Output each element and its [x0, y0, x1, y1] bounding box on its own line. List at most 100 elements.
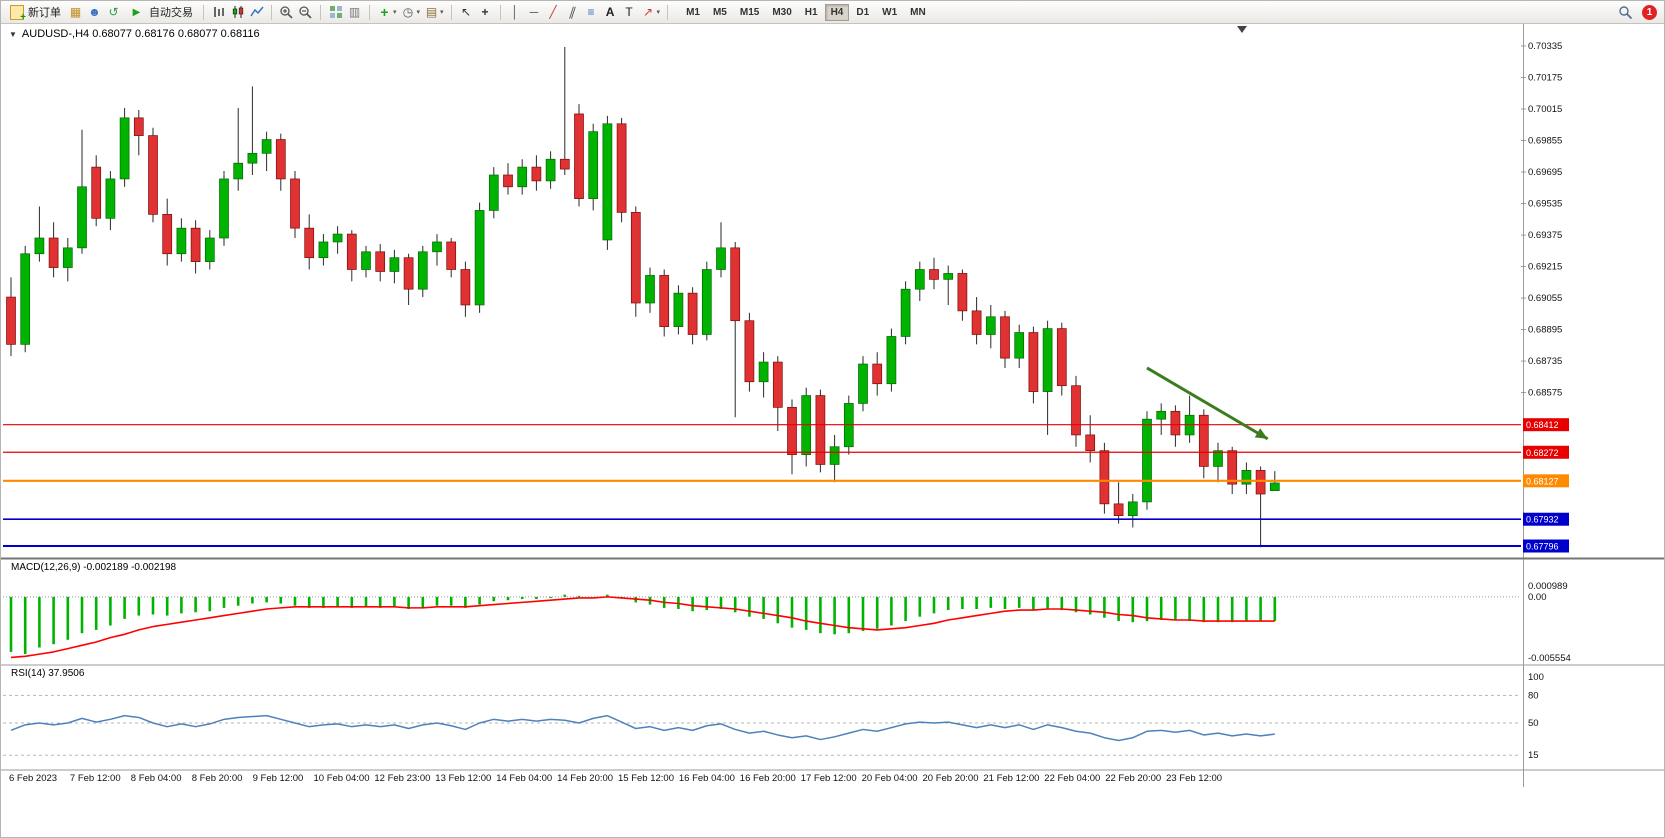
templates-dropdown-icon[interactable]: ▾: [440, 9, 444, 16]
timeframe-button-m1[interactable]: M1: [680, 4, 706, 21]
crosshair-icon[interactable]: +: [481, 4, 489, 19]
svg-text:0.69055: 0.69055: [1528, 293, 1562, 304]
new-order-label: 新订单: [28, 7, 61, 19]
chart-window-icon[interactable]: ▦: [69, 4, 82, 19]
svg-text:0.69375: 0.69375: [1528, 230, 1562, 241]
svg-text:15: 15: [1528, 750, 1539, 761]
timeframe-group: M1 M5 M15 M30 H1 H4 D1 W1 MN: [680, 3, 932, 21]
periods-dropdown-icon[interactable]: ▾: [416, 9, 421, 16]
svg-text:12 Feb 23:00: 12 Feb 23:00: [374, 773, 430, 784]
symbol-header: ▼ AUDUSD-,H4 0.68077 0.68176 0.68077 0.6…: [9, 28, 260, 40]
profile-icon[interactable]: ☻: [88, 4, 101, 19]
toolbar-separator: [271, 4, 272, 20]
svg-text:0.69695: 0.69695: [1528, 167, 1562, 178]
equidistant-channel-tool-icon[interactable]: ∥: [566, 4, 578, 19]
svg-text:100: 100: [1528, 672, 1544, 683]
svg-text:22 Feb 04:00: 22 Feb 04:00: [1044, 773, 1100, 784]
chart-ohlc-readout: AUDUSD-,H4 0.68077 0.68176 0.68077 0.681…: [21, 28, 260, 40]
svg-text:8 Feb 04:00: 8 Feb 04:00: [131, 773, 182, 784]
rsi-line: [10, 714, 1275, 742]
svg-text:0.70335: 0.70335: [1528, 41, 1562, 52]
svg-text:0.68895: 0.68895: [1528, 325, 1562, 336]
arrow-tools-dropdown-icon[interactable]: ▾: [656, 9, 661, 16]
svg-text:23 Feb 12:00: 23 Feb 12:00: [1166, 773, 1222, 784]
chart-shift-marker-icon: [1237, 26, 1247, 33]
timeframe-button-m5[interactable]: M5: [707, 4, 733, 21]
text-tool-icon[interactable]: A: [605, 4, 615, 19]
bar-chart-icon[interactable]: [210, 4, 227, 21]
fibonacci-tool-icon[interactable]: ≡: [587, 4, 595, 19]
toolbar-separator: [320, 4, 321, 20]
timeframe-button-m30[interactable]: M30: [766, 4, 797, 21]
toolbar-separator: [369, 4, 370, 20]
toolbar-right-group: 1: [1617, 4, 1659, 21]
autotrading-button[interactable]: ▶ 自动交易: [124, 3, 197, 22]
rsi-indicator-label: RSI(14) 37.9506: [11, 668, 85, 679]
timeframe-button-h1[interactable]: H1: [799, 4, 824, 21]
svg-text:0.69855: 0.69855: [1528, 136, 1562, 147]
svg-text:20 Feb 20:00: 20 Feb 20:00: [923, 773, 979, 784]
candlestick-chart-icon[interactable]: [229, 4, 246, 21]
vertical-line-tool-icon[interactable]: │: [511, 4, 519, 19]
timeframe-button-d1[interactable]: D1: [850, 4, 875, 21]
svg-text:0.70015: 0.70015: [1528, 104, 1562, 115]
toolbar-separator: [450, 4, 452, 20]
price-badge-0.68127: [1523, 474, 1569, 488]
svg-text:16 Feb 20:00: 16 Feb 20:00: [740, 773, 796, 784]
timeframe-button-h4[interactable]: H4: [824, 3, 850, 21]
arrow-annotation[interactable]: [1146, 366, 1269, 441]
rsi-panel: 100 80 50 15: [3, 672, 1544, 761]
zoom-out-icon[interactable]: [297, 4, 314, 21]
line-chart-icon[interactable]: [248, 4, 265, 21]
toolbar-separator: [499, 4, 501, 20]
timeframe-button-m15[interactable]: M15: [734, 4, 765, 21]
price-badge-0.68272: [1523, 445, 1569, 459]
timeframe-button-mn[interactable]: MN: [904, 4, 932, 21]
timeframe-button-w1[interactable]: W1: [876, 4, 903, 21]
date-axis: 6 Feb 2023 7 Feb 12:00 8 Feb 04:00 8 Feb 20…: [9, 773, 1222, 784]
cursor-icon[interactable]: ↖: [461, 4, 472, 19]
svg-text:7 Feb 12:00: 7 Feb 12:00: [70, 773, 121, 784]
search-icon[interactable]: [1617, 4, 1634, 21]
svg-text:0.67932: 0.67932: [1526, 515, 1559, 525]
new-order-button[interactable]: 新订单: [6, 3, 65, 23]
svg-text:0.67796: 0.67796: [1526, 542, 1559, 552]
new-order-icon: [10, 4, 26, 23]
svg-text:6 Feb 2023: 6 Feb 2023: [9, 773, 57, 784]
price-badge-0.67796: [1523, 539, 1569, 553]
svg-text:-0.005554: -0.005554: [1528, 653, 1571, 664]
periods-clock-icon[interactable]: ◷: [402, 4, 414, 19]
svg-text:0.70175: 0.70175: [1528, 73, 1562, 84]
toolbar-separator: [203, 4, 204, 20]
cascade-windows-icon[interactable]: ▥: [348, 4, 361, 19]
text-label-tool-icon[interactable]: T: [625, 4, 633, 19]
candlestick-series[interactable]: [6, 46, 1280, 548]
svg-text:0.68127: 0.68127: [1526, 476, 1559, 486]
indicators-dropdown-icon[interactable]: ▾: [393, 9, 397, 16]
price-level-lines[interactable]: 0.68412 0.68272 0.68127 0.67932 0.67796: [3, 418, 1569, 553]
refresh-icon[interactable]: ↺: [108, 4, 119, 19]
horizontal-line-tool-icon[interactable]: ─: [529, 4, 539, 19]
svg-text:0.69535: 0.69535: [1528, 199, 1562, 210]
arrow-tools-icon[interactable]: ↗: [643, 4, 654, 19]
trendline-tool-icon[interactable]: ╱: [549, 4, 557, 19]
svg-text:0.00: 0.00: [1528, 592, 1547, 603]
svg-text:15 Feb 12:00: 15 Feb 12:00: [618, 773, 674, 784]
autotrading-label: 自动交易: [149, 7, 193, 19]
svg-text:14 Feb 20:00: 14 Feb 20:00: [557, 773, 613, 784]
svg-text:0.68575: 0.68575: [1528, 388, 1562, 399]
zoom-in-icon[interactable]: [278, 4, 295, 21]
svg-text:9 Feb 12:00: 9 Feb 12:00: [253, 773, 304, 784]
notification-badge[interactable]: 1: [1642, 4, 1657, 20]
collapse-arrow-icon[interactable]: ▼: [9, 29, 17, 39]
svg-text:21 Feb 12:00: 21 Feb 12:00: [983, 773, 1039, 784]
svg-text:10 Feb 04:00: 10 Feb 04:00: [314, 773, 370, 784]
svg-text:80: 80: [1528, 690, 1539, 701]
svg-text:22 Feb 20:00: 22 Feb 20:00: [1105, 773, 1161, 784]
tile-windows-icon[interactable]: [327, 4, 344, 21]
templates-icon[interactable]: ▤: [425, 4, 438, 19]
indicators-icon[interactable]: +: [380, 3, 389, 20]
svg-text:20 Feb 04:00: 20 Feb 04:00: [862, 773, 918, 784]
